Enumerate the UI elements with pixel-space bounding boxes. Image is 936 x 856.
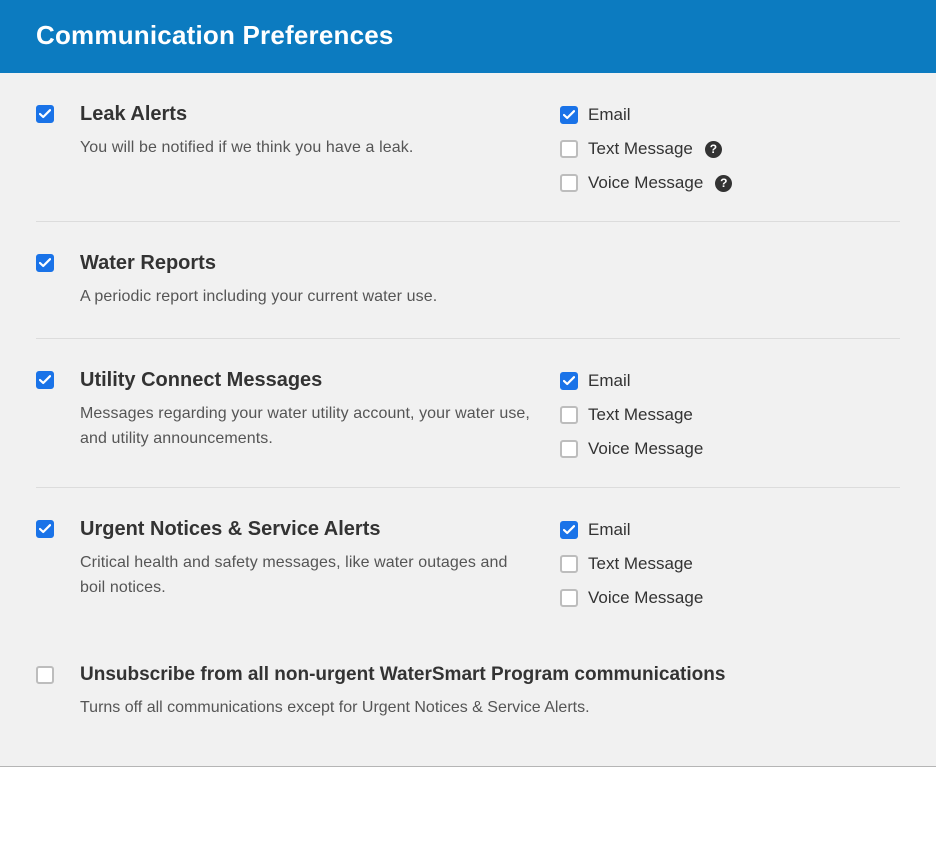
- utility-connect-channel-checkbox[interactable]: [560, 440, 578, 458]
- panel-content: Leak Alerts You will be notified if we th…: [0, 73, 936, 766]
- leak-alerts-channel-row: Text Message?: [560, 139, 860, 159]
- urgent-notices-title: Urgent Notices & Service Alerts: [80, 518, 530, 541]
- pref-section-water-reports: Water Reports A periodic report including…: [36, 222, 900, 339]
- utility-connect-channel-label: Text Message: [588, 405, 693, 425]
- leak-alerts-master-checkbox[interactable]: [36, 105, 54, 123]
- urgent-notices-channels: Email Text Message Voice Message: [560, 518, 860, 608]
- leak-alerts-channel-label: Voice Message: [588, 173, 703, 193]
- utility-connect-channel-row: Text Message: [560, 405, 860, 425]
- urgent-notices-channel-row: Email: [560, 520, 860, 540]
- utility-connect-master-checkbox[interactable]: [36, 371, 54, 389]
- leak-alerts-channels: EmailText Message?Voice Message?: [560, 103, 860, 193]
- leak-alerts-channel-checkbox[interactable]: [560, 174, 578, 192]
- utility-connect-channel-row: Voice Message: [560, 439, 860, 459]
- utility-connect-channel-label: Email: [588, 371, 631, 391]
- urgent-notices-master-checkbox[interactable]: [36, 520, 54, 538]
- utility-connect-channel-label: Voice Message: [588, 439, 703, 459]
- utility-connect-channels: Email Text Message Voice Message: [560, 369, 860, 459]
- water-reports-title: Water Reports: [80, 252, 530, 275]
- pref-section-leak-alerts: Leak Alerts You will be notified if we th…: [36, 73, 900, 222]
- utility-connect-channel-checkbox[interactable]: [560, 406, 578, 424]
- water-reports-channels: [560, 252, 860, 310]
- urgent-notices-channel-checkbox[interactable]: [560, 521, 578, 539]
- leak-alerts-description: You will be notified if we think you hav…: [80, 136, 530, 161]
- urgent-notices-channel-row: Voice Message: [560, 588, 860, 608]
- leak-alerts-channel-row: Email: [560, 105, 860, 125]
- utility-connect-title: Utility Connect Messages: [80, 369, 530, 392]
- unsubscribe-description: Turns off all communications except for …: [80, 696, 725, 720]
- pref-section-urgent-notices: Urgent Notices & Service Alerts Critical …: [36, 488, 900, 636]
- help-icon[interactable]: ?: [715, 175, 732, 192]
- unsubscribe-checkbox[interactable]: [36, 666, 54, 684]
- urgent-notices-channel-label: Text Message: [588, 554, 693, 574]
- page-title: Communication Preferences: [36, 20, 900, 51]
- pref-section-utility-connect: Utility Connect Messages Messages regardi…: [36, 339, 900, 488]
- leak-alerts-channel-row: Voice Message?: [560, 173, 860, 193]
- unsubscribe-title: Unsubscribe from all non-urgent WaterSma…: [80, 664, 725, 686]
- urgent-notices-description: Critical health and safety messages, lik…: [80, 551, 530, 601]
- leak-alerts-title: Leak Alerts: [80, 103, 530, 126]
- urgent-notices-channel-checkbox[interactable]: [560, 555, 578, 573]
- leak-alerts-channel-checkbox[interactable]: [560, 106, 578, 124]
- water-reports-master-checkbox[interactable]: [36, 254, 54, 272]
- leak-alerts-channel-label: Text Message: [588, 139, 693, 159]
- leak-alerts-channel-checkbox[interactable]: [560, 140, 578, 158]
- panel-header: Communication Preferences: [0, 0, 936, 73]
- urgent-notices-channel-checkbox[interactable]: [560, 589, 578, 607]
- leak-alerts-channel-label: Email: [588, 105, 631, 125]
- utility-connect-channel-checkbox[interactable]: [560, 372, 578, 390]
- urgent-notices-channel-label: Email: [588, 520, 631, 540]
- unsubscribe-section: Unsubscribe from all non-urgent WaterSma…: [36, 636, 900, 756]
- urgent-notices-channel-label: Voice Message: [588, 588, 703, 608]
- utility-connect-channel-row: Email: [560, 371, 860, 391]
- help-icon[interactable]: ?: [705, 141, 722, 158]
- utility-connect-description: Messages regarding your water utility ac…: [80, 402, 530, 452]
- preferences-panel: Communication Preferences Leak Alerts You…: [0, 0, 936, 767]
- water-reports-description: A periodic report including your current…: [80, 285, 530, 310]
- urgent-notices-channel-row: Text Message: [560, 554, 860, 574]
